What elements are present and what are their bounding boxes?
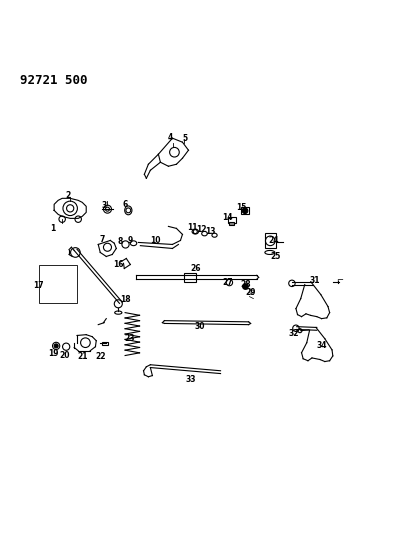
Text: 31: 31	[310, 276, 320, 285]
Text: 34: 34	[316, 342, 327, 350]
Text: 92721 500: 92721 500	[20, 74, 87, 87]
Text: 25: 25	[271, 252, 281, 261]
Text: 33: 33	[186, 375, 196, 384]
Text: 24: 24	[268, 236, 279, 245]
Circle shape	[242, 208, 248, 214]
Text: 9: 9	[128, 236, 133, 245]
Text: 15: 15	[236, 203, 247, 212]
Text: 13: 13	[205, 227, 215, 236]
Text: 28: 28	[240, 280, 251, 289]
Text: 19: 19	[48, 349, 58, 358]
Bar	[228, 217, 236, 223]
Text: 2: 2	[65, 191, 71, 200]
Text: 8: 8	[117, 237, 123, 246]
Text: 6: 6	[123, 200, 128, 209]
Text: 26: 26	[190, 264, 201, 273]
Bar	[241, 207, 249, 214]
Text: 12: 12	[196, 225, 207, 234]
Bar	[184, 273, 196, 282]
Text: 11: 11	[187, 223, 198, 232]
Text: 30: 30	[194, 322, 205, 331]
Text: 3: 3	[101, 201, 107, 210]
Circle shape	[243, 284, 248, 289]
Text: 10: 10	[150, 236, 161, 245]
Text: 4: 4	[167, 133, 173, 142]
Text: 7: 7	[99, 235, 105, 244]
Text: 21: 21	[77, 352, 87, 361]
Circle shape	[54, 344, 58, 348]
Text: 22: 22	[95, 352, 105, 361]
Text: 18: 18	[120, 295, 131, 304]
Text: 29: 29	[245, 288, 255, 297]
Text: 23: 23	[124, 334, 135, 343]
Text: 5: 5	[183, 134, 188, 143]
Bar	[102, 342, 108, 345]
Text: 17: 17	[33, 281, 43, 290]
Text: 1: 1	[50, 224, 56, 233]
Bar	[229, 222, 234, 225]
Text: 14: 14	[223, 213, 233, 222]
Text: 32: 32	[288, 329, 299, 338]
Text: 20: 20	[59, 351, 69, 360]
Text: ⌐: ⌐	[336, 276, 343, 285]
Bar	[39, 265, 77, 303]
Text: 16: 16	[113, 260, 124, 269]
Bar	[265, 233, 276, 248]
Text: 27: 27	[223, 278, 233, 287]
